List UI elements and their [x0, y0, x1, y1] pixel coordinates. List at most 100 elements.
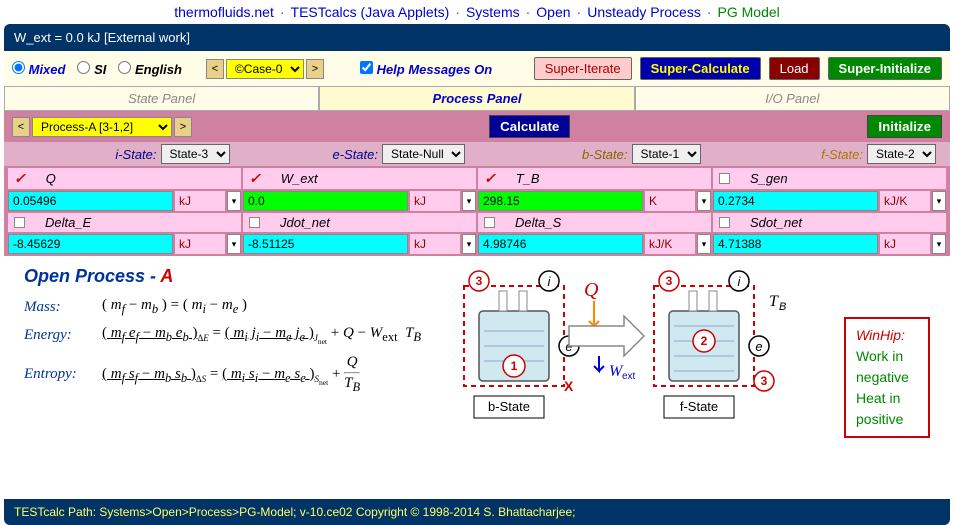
var-input-S_gen[interactable]: [713, 191, 878, 211]
svg-text:3: 3: [761, 374, 768, 388]
super-initialize-button[interactable]: Super-Initialize: [828, 57, 942, 80]
nav-link[interactable]: PG Model: [718, 4, 780, 20]
process-prev-button[interactable]: <: [12, 117, 30, 137]
svg-text:T: T: [769, 293, 779, 310]
super-calculate-button[interactable]: Super-Calculate: [640, 57, 761, 80]
var-input-T_B[interactable]: [478, 191, 643, 211]
var-input-Jdot_net[interactable]: [243, 234, 408, 254]
var-header-Delta_S: Delta_S: [478, 213, 711, 232]
svg-text:f-State: f-State: [680, 399, 718, 414]
units-radio-english[interactable]: English: [118, 61, 182, 77]
e-state-select[interactable]: State-Null: [382, 144, 465, 164]
var-unit-dropdown[interactable]: ▾: [227, 234, 241, 254]
panel-tab[interactable]: Process Panel: [319, 86, 634, 111]
var-input-Sdot_net[interactable]: [713, 234, 878, 254]
var-row-T_B: K▾: [478, 191, 711, 211]
var-unit-Jdot_net: kJ: [410, 234, 460, 254]
process-select[interactable]: Process-A [3-1,2]: [32, 117, 172, 137]
units-radio-mixed[interactable]: Mixed: [12, 61, 65, 77]
i-state-select[interactable]: State-3: [161, 144, 230, 164]
panel-tab[interactable]: I/O Panel: [635, 86, 950, 111]
var-header-Delta_E: Delta_E: [8, 213, 241, 232]
process-title: Open Process -: [24, 266, 160, 286]
svg-text:1: 1: [511, 359, 518, 373]
energy-equation: ( mf ef − mb eb )ΔE = ( mi ji − me je )J…: [102, 325, 421, 346]
diagram-area: Open Process - A Mass: ( mf − mb ) = ( m…: [4, 256, 950, 499]
nav-link[interactable]: Open: [536, 4, 570, 20]
energy-label: Energy:: [24, 327, 94, 344]
variables-grid: ✓Q✓W_ext✓T_BS_genkJ▾kJ▾K▾kJ/K▾Delta_EJdo…: [4, 166, 950, 256]
var-unit-dropdown[interactable]: ▾: [697, 191, 711, 211]
var-unit-dropdown[interactable]: ▾: [227, 191, 241, 211]
var-row-Delta_E: kJ▾: [8, 234, 241, 254]
units-radio-group: Mixed SI English: [12, 61, 182, 77]
hint-line1: Work in negative: [856, 346, 918, 388]
var-unit-dropdown[interactable]: ▾: [697, 234, 711, 254]
var-row-W_ext: kJ▾: [243, 191, 476, 211]
process-bar: < Process-A [3-1,2] > Calculate Initiali…: [4, 111, 950, 142]
load-button[interactable]: Load: [769, 57, 820, 80]
top-nav: thermofluids.net·TESTcalcs (Java Applets…: [0, 0, 954, 24]
var-input-Delta_S[interactable]: [478, 234, 643, 254]
panel-tab[interactable]: State Panel: [4, 86, 319, 111]
process-next-button[interactable]: >: [174, 117, 192, 137]
svg-text:3: 3: [476, 274, 483, 288]
var-unit-dropdown[interactable]: ▾: [462, 234, 476, 254]
panel-tabs: State PanelProcess PanelI/O Panel: [4, 86, 950, 111]
var-unit-Delta_E: kJ: [175, 234, 225, 254]
hint-title: WinHip:: [856, 325, 918, 346]
footer: TESTcalc Path: Systems>Open>Process>PG-M…: [4, 499, 950, 525]
var-header-T_B: ✓T_B: [478, 168, 711, 189]
process-diagram: 1 3 i e Q b-State X W ext: [444, 266, 824, 489]
i-state-label: i-State:: [115, 147, 156, 162]
svg-text:B: B: [779, 301, 786, 313]
svg-text:Q: Q: [584, 279, 599, 301]
nav-link[interactable]: TESTcalcs (Java Applets): [291, 4, 450, 20]
case-next-button[interactable]: >: [306, 59, 324, 79]
mass-label: Mass:: [24, 299, 94, 316]
case-select[interactable]: ©Case-0: [226, 59, 304, 79]
nav-link[interactable]: Systems: [466, 4, 520, 20]
var-unit-T_B: K: [645, 191, 695, 211]
equations-panel: Open Process - A Mass: ( mf − mb ) = ( m…: [24, 266, 424, 489]
f-state-select[interactable]: State-2: [867, 144, 936, 164]
var-input-W_ext[interactable]: [243, 191, 408, 211]
var-row-Sdot_net: kJ▾: [713, 234, 946, 254]
var-header-S_gen: S_gen: [713, 168, 946, 189]
b-state-select[interactable]: State-1: [632, 144, 701, 164]
var-unit-dropdown[interactable]: ▾: [462, 191, 476, 211]
case-prev-button[interactable]: <: [206, 59, 224, 79]
b-state-label: b-State:: [582, 147, 628, 162]
hint-line2: Heat in positive: [856, 388, 918, 430]
nav-link[interactable]: thermofluids.net: [174, 4, 274, 20]
svg-text:2: 2: [701, 334, 708, 348]
var-unit-Q: kJ: [175, 191, 225, 211]
initialize-button[interactable]: Initialize: [867, 115, 942, 138]
svg-text:3: 3: [666, 274, 673, 288]
var-unit-dropdown[interactable]: ▾: [932, 191, 946, 211]
svg-text:b-State: b-State: [488, 399, 530, 414]
var-unit-W_ext: kJ: [410, 191, 460, 211]
nav-link[interactable]: Unsteady Process: [587, 4, 701, 20]
calculate-button[interactable]: Calculate: [489, 115, 570, 138]
status-bar: W_ext = 0.0 kJ [External work]: [4, 24, 950, 51]
var-unit-dropdown[interactable]: ▾: [932, 234, 946, 254]
var-row-Delta_S: kJ/K▾: [478, 234, 711, 254]
state-selectors: i-State:State-3 e-State:State-Null b-Sta…: [4, 142, 950, 166]
main-toolbar: Mixed SI English < ©Case-0 > Help Messag…: [4, 51, 950, 86]
units-radio-si[interactable]: SI: [77, 61, 106, 77]
var-unit-S_gen: kJ/K: [880, 191, 930, 211]
var-input-Delta_E[interactable]: [8, 234, 173, 254]
process-letter: A: [160, 266, 173, 286]
f-state-label: f-State:: [821, 147, 863, 162]
svg-text:ext: ext: [622, 371, 636, 382]
var-row-Q: kJ▾: [8, 191, 241, 211]
var-input-Q[interactable]: [8, 191, 173, 211]
super-iterate-button[interactable]: Super-Iterate: [534, 57, 632, 80]
hint-box: WinHip: Work in negative Heat in positiv…: [844, 317, 930, 438]
var-unit-Sdot_net: kJ: [880, 234, 930, 254]
var-header-Jdot_net: Jdot_net: [243, 213, 476, 232]
help-checkbox[interactable]: Help Messages On: [360, 61, 492, 77]
svg-text:X: X: [564, 378, 574, 394]
var-row-Jdot_net: kJ▾: [243, 234, 476, 254]
